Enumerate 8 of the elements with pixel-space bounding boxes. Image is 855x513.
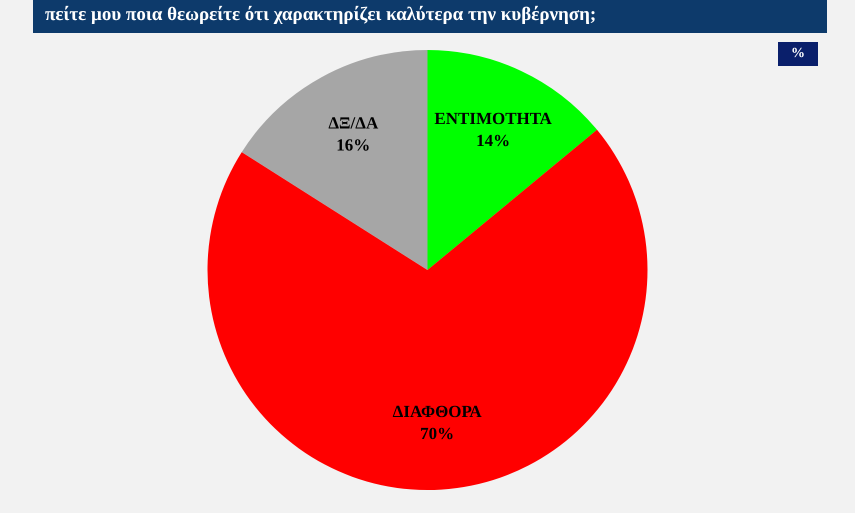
chart-title: πείτε μου ποια θεωρείτε ότι χαρακτηρίζει καλύτερα την κυβέρνηση; <box>33 0 827 33</box>
data-label: 70% <box>420 424 454 444</box>
data-label: 16% <box>336 135 370 154</box>
data-label: 14% <box>476 131 510 150</box>
text: % <box>778 42 818 66</box>
slice-label: ΔΙΑΦΘΟΡΑ <box>392 402 482 422</box>
slice-label: ΔΞ/ΔΑ <box>328 113 379 132</box>
slice-label: ΕΝΤΙΜΟΤΗΤΑ <box>434 109 552 128</box>
